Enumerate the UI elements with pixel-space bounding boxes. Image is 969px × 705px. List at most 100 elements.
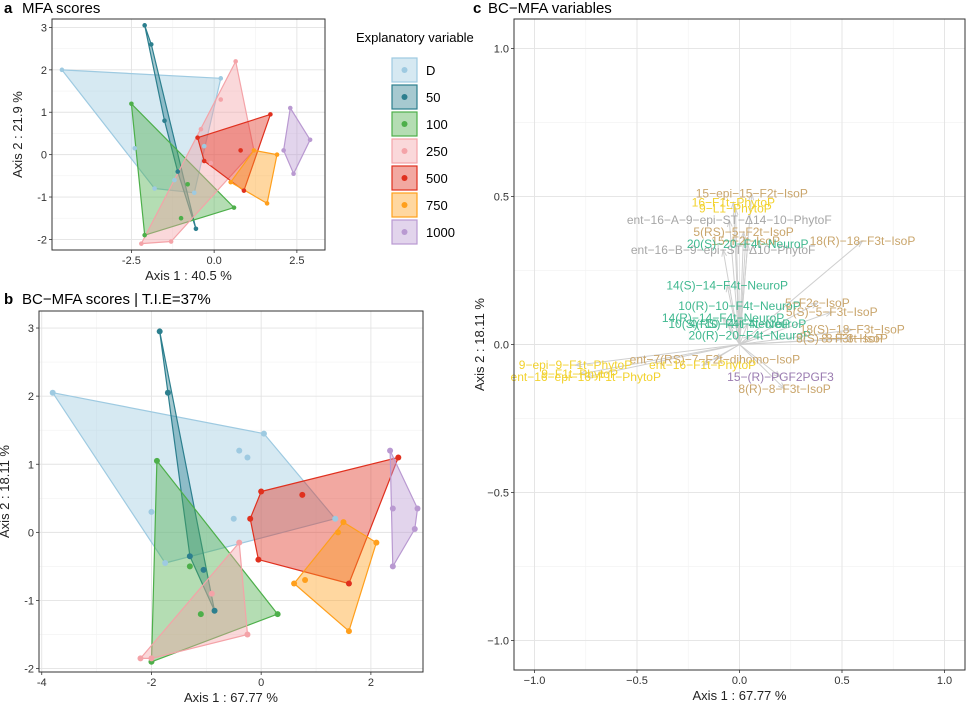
variable-arrowhead — [730, 201, 737, 210]
panel-bcmfa_scores: b BC−MFA scores | T.I.E=37%-4 -2 0 2-2-10123… — [0, 291, 424, 705]
variable-arrow — [722, 249, 740, 345]
x-tick-label: 0.0 — [206, 255, 221, 267]
variable-label: 18(S)−18−F3t−IsoP — [800, 323, 905, 337]
legend-item-250: 250 — [391, 138, 448, 164]
panel-title: BC−MFA variables — [488, 0, 612, 17]
score-point-50 — [156, 328, 163, 335]
variable-label: 15−epi−15−F2t−IsoP — [696, 187, 808, 201]
variable-arrowhead — [584, 372, 593, 379]
panel-letter: b — [4, 291, 13, 308]
score-point-D — [132, 145, 138, 151]
variable-arrowhead — [725, 283, 732, 293]
plot-background — [52, 19, 325, 250]
variable-arrow — [739, 302, 818, 345]
variable-label: ent−16−B−9−epi−ST−Δ10−PhytoF — [631, 243, 816, 257]
variable-arrow — [585, 344, 740, 378]
variable-arrow — [728, 323, 740, 345]
score-point-500 — [247, 515, 254, 522]
variable-arrow — [739, 335, 751, 345]
legend-label: 1000 — [426, 225, 455, 240]
y-axis-label: Axis 2 : 18.11 % — [0, 445, 12, 538]
score-point-100 — [274, 611, 281, 618]
score-point-750 — [345, 628, 352, 635]
x-tick-label: −1.0 — [524, 675, 546, 687]
panel-bcmfa_variables: c BC−MFA variables −1.0 −0.5 0.0 0.5 1.0 −1.0 −0… — [472, 0, 966, 703]
variable-label: 16−F1t−PhytoP — [692, 195, 775, 209]
variable-label: 9−L1−PhytoP — [699, 201, 772, 215]
plot-border — [513, 18, 966, 671]
score-point-1000 — [414, 505, 421, 512]
y-tick-label: 1.0 — [494, 44, 509, 56]
variable-arrow — [739, 311, 832, 345]
variable-arrow — [575, 344, 740, 366]
hull-500 — [249, 456, 399, 585]
score-point-750 — [274, 152, 280, 157]
score-point-750 — [251, 148, 257, 153]
score-point-500 — [258, 488, 265, 495]
y-tick-label: 0.5 — [494, 192, 509, 204]
variable-arrow — [739, 344, 785, 390]
variable-arrowhead — [845, 327, 854, 334]
score-point-50 — [193, 226, 199, 232]
score-point-500 — [299, 491, 306, 498]
legend: Explanatory variable D 50 100 250 500 750 1000 — [356, 30, 474, 245]
variable-arrowhead — [835, 336, 844, 342]
hull-100 — [150, 460, 279, 663]
y-tick-label: 0 — [28, 527, 34, 539]
score-point-50 — [186, 553, 193, 560]
variable-label: 15−(R)−PGF2PGF3 — [727, 370, 834, 384]
legend-item-500: 500 — [391, 165, 448, 191]
variable-arrow — [739, 344, 781, 378]
variable-arrowhead — [773, 370, 782, 378]
y-tick-label: 2 — [41, 65, 47, 77]
variable-label: 5(S)−5−F3t−IsoP — [786, 305, 878, 319]
x-tick-label: 0.0 — [732, 675, 747, 687]
variable-arrowhead — [778, 382, 786, 390]
score-point-50 — [164, 389, 171, 396]
score-point-100 — [129, 101, 134, 107]
y-tick-label: 3 — [41, 22, 47, 34]
score-point-D — [172, 177, 177, 183]
score-point-250 — [137, 655, 144, 662]
score-point-250 — [148, 655, 155, 662]
legend-key-point — [401, 121, 408, 127]
legend-item-1000: 1000 — [391, 219, 455, 245]
score-point-1000 — [387, 447, 394, 454]
score-point-750 — [340, 519, 347, 526]
variable-label: ent−7(RS)−7−F2t−dihomo−IsoP — [630, 352, 800, 366]
score-point-750 — [228, 179, 233, 185]
legend-title: Explanatory variable — [356, 30, 474, 45]
variable-arrow — [739, 323, 749, 345]
legend-key-point — [401, 94, 408, 100]
score-point-100 — [178, 215, 184, 221]
variable-label: 20(S)−20−F4t−NeuroP — [687, 237, 809, 251]
panel-letter: c — [473, 0, 481, 17]
score-point-750 — [302, 577, 309, 584]
legend-item-100: 100 — [391, 111, 448, 137]
variable-label: ent−16−epi−16−F1t−PhytoP — [511, 370, 661, 384]
score-point-500 — [238, 148, 243, 153]
legend-item-50: 50 — [391, 84, 440, 110]
variable-arrowhead — [740, 230, 747, 239]
score-point-250 — [244, 631, 251, 638]
score-point-D — [244, 454, 251, 461]
score-point-D — [152, 186, 157, 191]
score-point-50 — [162, 118, 167, 124]
score-point-D — [49, 389, 56, 396]
score-point-500 — [201, 158, 207, 164]
variable-arrow — [728, 220, 740, 345]
score-point-1000 — [287, 105, 293, 111]
x-tick-label: 2.5 — [289, 255, 304, 267]
variable-arrow — [739, 329, 853, 345]
variable-arrowhead — [855, 239, 864, 248]
variable-arrow — [726, 285, 740, 345]
y-tick-label: 1 — [28, 459, 34, 471]
variable-arrow — [732, 202, 740, 345]
x-axis-label: Axis 1 : 67.77 % — [693, 688, 787, 703]
legend-label: 250 — [426, 144, 448, 159]
x-tick-label: 0.5 — [834, 675, 849, 687]
x-tick-label: −0.5 — [626, 675, 648, 687]
panel-mfa: a MFA scores -2.5 0.0 2.5 -2 -1 0 1 2 3 Axis 1 : 40… — [4, 0, 326, 283]
y-axis-label: Axis 2 : 18.11 % — [472, 298, 487, 391]
